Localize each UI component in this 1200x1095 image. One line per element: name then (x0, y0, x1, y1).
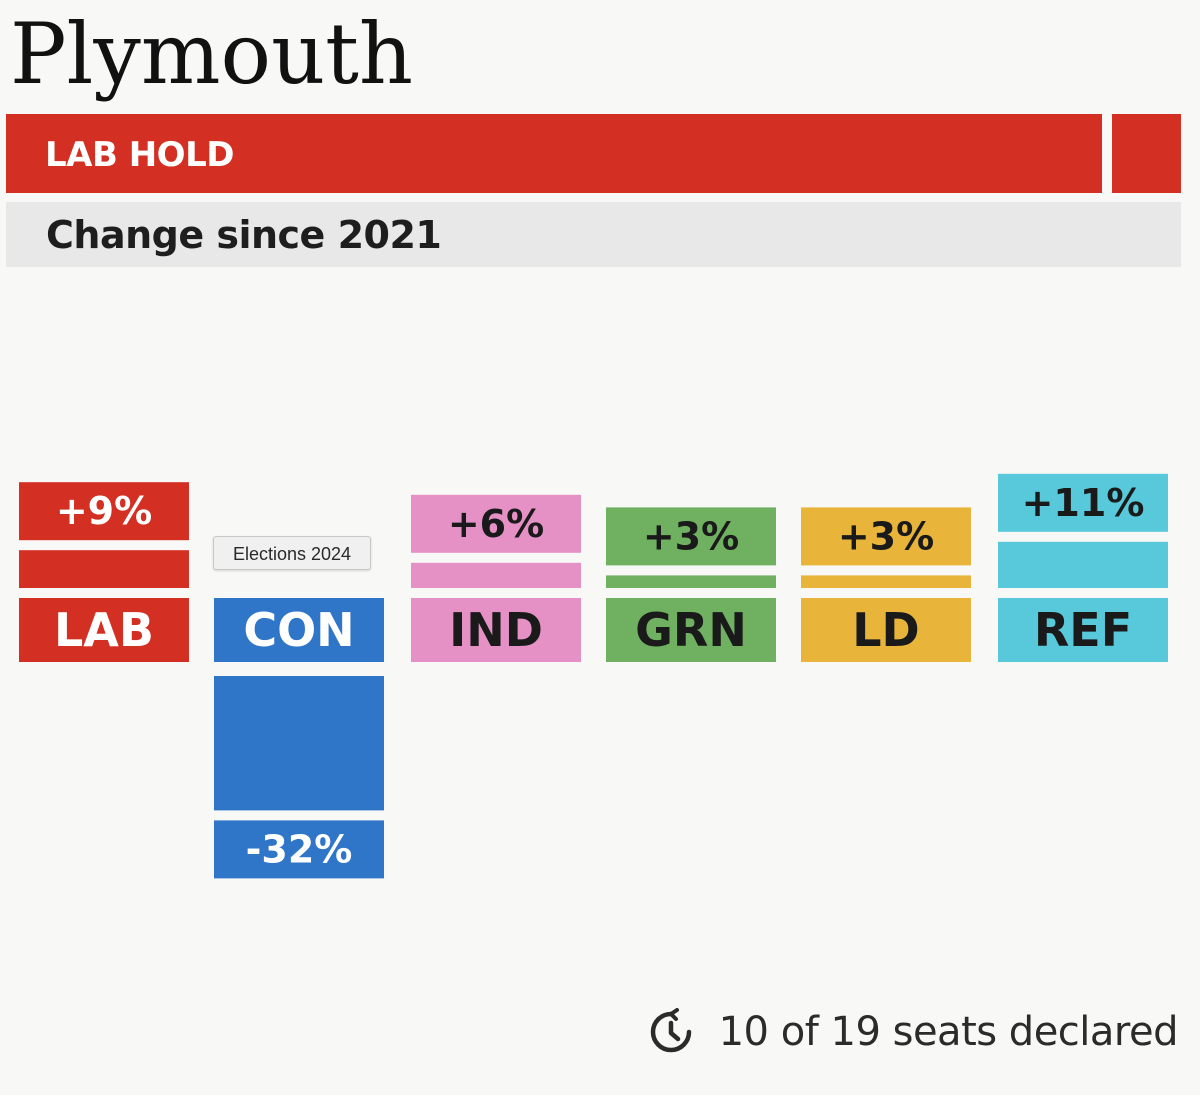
seats-declared-text: 10 of 19 seats declared (718, 1009, 1179, 1055)
bar-grn (606, 575, 776, 588)
value-label-box-ind (411, 494, 581, 553)
page-title: Plymouth (10, 5, 414, 103)
party-label-ref: REF (1034, 603, 1132, 657)
result-label: LAB HOLD (45, 135, 234, 175)
result-bar (6, 114, 1102, 193)
party-label-ld: LD (852, 603, 920, 657)
value-label-box-ld (801, 507, 971, 566)
value-label-box-grn (606, 507, 776, 566)
clock-icon (650, 1008, 691, 1053)
value-label-box-ref (998, 473, 1168, 532)
tooltip: Elections 2024 (213, 536, 371, 570)
party-label-lab: LAB (54, 603, 154, 657)
party-label-box-ref (998, 598, 1168, 662)
party-label-box-ind (411, 598, 581, 662)
result-bar-end (1112, 114, 1181, 193)
value-label-ref: +11% (1022, 481, 1145, 525)
bar-con (214, 676, 384, 811)
bar-ld (801, 575, 971, 588)
value-label-ld: +3% (838, 514, 934, 558)
party-label-grn: GRN (635, 603, 747, 657)
value-label-lab: +9% (56, 489, 152, 533)
party-label-box-lab (19, 598, 189, 662)
footer: 10 of 19 seats declared (647, 1002, 1179, 1062)
party-label-box-ld (801, 598, 971, 662)
party-label-box-con (214, 598, 384, 662)
party-label-box-grn (606, 598, 776, 662)
bar-ind (411, 562, 581, 588)
value-label-box-lab (19, 482, 189, 541)
chart-subtitle: Change since 2021 (46, 213, 442, 257)
bar-lab (19, 550, 189, 588)
value-label-con: -32% (246, 827, 353, 871)
party-label-con: CON (243, 603, 354, 657)
party-label-ind: IND (449, 603, 543, 657)
value-label-ind: +6% (448, 502, 544, 546)
subtitle-bar (6, 202, 1181, 267)
value-label-grn: +3% (643, 514, 739, 558)
bar-ref (998, 541, 1168, 588)
value-label-box-con (214, 820, 384, 879)
